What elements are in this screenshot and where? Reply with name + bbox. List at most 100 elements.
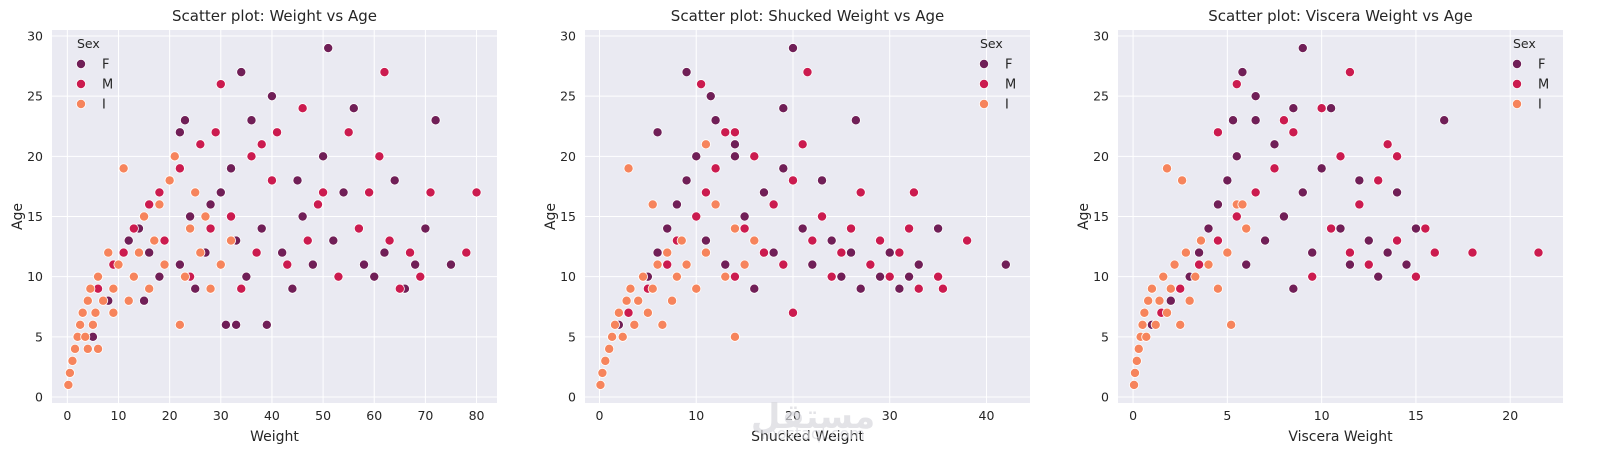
x-tick-label: 20 <box>1502 408 1518 423</box>
data-point-I <box>118 163 129 174</box>
data-point-I <box>700 139 711 150</box>
data-point-I <box>729 223 740 234</box>
data-point-F <box>154 271 165 282</box>
data-point-F <box>1392 187 1403 198</box>
x-tick-label: 0 <box>63 408 71 423</box>
data-point-I <box>154 199 165 210</box>
x-tick-label: 5 <box>1223 408 1231 423</box>
data-point-M <box>1326 223 1337 234</box>
data-point-M <box>802 67 813 78</box>
y-tick-label: 10 <box>1093 269 1109 284</box>
data-point-I <box>1226 319 1237 330</box>
data-point-M <box>787 307 798 318</box>
data-point-F <box>205 199 216 210</box>
data-point-I <box>1162 307 1173 318</box>
data-point-M <box>384 235 395 246</box>
data-point-I <box>749 235 760 246</box>
watermark-url: mostaql.com <box>761 424 865 443</box>
data-point-I <box>159 259 170 270</box>
y-axis-label: Age <box>10 203 26 230</box>
data-point-M <box>128 223 139 234</box>
data-point-F <box>1228 115 1239 126</box>
watermark: مستقل mostaql.com <box>738 400 888 442</box>
x-tick-label: 0 <box>1129 408 1137 423</box>
data-point-I <box>1180 247 1191 258</box>
data-point-F <box>850 115 861 126</box>
data-point-I <box>93 343 104 354</box>
data-point-I <box>185 223 196 234</box>
data-point-I <box>1139 307 1150 318</box>
data-point-I <box>174 319 185 330</box>
legend-marker-F <box>76 59 87 70</box>
data-point-F <box>729 139 740 150</box>
data-point-I <box>67 355 78 366</box>
series-M <box>77 67 482 318</box>
data-point-F <box>1260 235 1271 246</box>
data-point-I <box>1222 247 1233 258</box>
data-point-M <box>333 271 344 282</box>
data-point-F <box>359 259 370 270</box>
data-point-M <box>256 139 267 150</box>
data-point-M <box>1250 187 1261 198</box>
watermark-text: مستقل <box>750 397 876 437</box>
x-tick-label: 15 <box>1408 408 1424 423</box>
data-point-F <box>123 235 134 246</box>
x-tick-label: 10 <box>111 408 127 423</box>
data-point-F <box>1307 247 1318 258</box>
data-point-M <box>394 283 405 294</box>
data-point-F <box>652 127 663 138</box>
data-point-I <box>226 235 237 246</box>
legend-title: Sex <box>980 36 1003 51</box>
data-point-F <box>144 247 155 258</box>
data-point-I <box>70 343 81 354</box>
data-point-I <box>139 211 150 222</box>
data-point-M <box>1231 79 1242 90</box>
data-point-M <box>1269 163 1280 174</box>
legend-marker-I <box>1512 99 1523 110</box>
data-point-I <box>164 175 175 186</box>
data-point-F <box>1237 67 1248 78</box>
data-point-I <box>1143 295 1154 306</box>
scatter-panel-3: 0 5 10 15 20 0 5 10 15 20 25 30 Scatter plot: Viscer… <box>1076 7 1563 445</box>
data-point-F <box>817 175 828 186</box>
data-point-I <box>1203 259 1214 270</box>
data-point-I <box>652 259 663 270</box>
data-point-I <box>215 259 226 270</box>
data-point-F <box>681 175 692 186</box>
x-axis-label: Viscera Weight <box>1288 429 1393 445</box>
data-point-I <box>1241 223 1252 234</box>
data-point-F <box>410 259 421 270</box>
y-tick-label: 25 <box>27 89 43 104</box>
data-point-M <box>729 127 740 138</box>
legend-label-M: M <box>1538 78 1549 93</box>
data-point-F <box>846 247 857 258</box>
data-point-I <box>667 295 678 306</box>
y-axis-label: Age <box>1076 203 1092 230</box>
series-I <box>595 139 760 390</box>
data-point-I <box>1184 295 1195 306</box>
data-point-M <box>836 247 847 258</box>
data-point-M <box>662 259 673 270</box>
y-tick-label: 20 <box>560 149 576 164</box>
data-point-M <box>937 283 948 294</box>
scatter-panel-1: 0 10 20 30 40 50 60 70 80 0 5 10 15 20 25 30 Scatter plo… <box>10 7 497 445</box>
data-point-F <box>236 67 247 78</box>
data-point-M <box>1175 283 1186 294</box>
data-point-M <box>195 139 206 150</box>
data-point-F <box>266 91 277 102</box>
data-point-M <box>855 187 866 198</box>
data-point-F <box>904 271 915 282</box>
data-point-F <box>739 211 750 222</box>
data-point-M <box>1533 247 1544 258</box>
data-point-M <box>174 163 185 174</box>
data-point-F <box>323 43 334 54</box>
data-point-I <box>80 331 91 342</box>
legend-marker-I <box>76 99 87 110</box>
data-point-I <box>179 271 190 282</box>
data-point-I <box>195 247 206 258</box>
data-point-F <box>700 235 711 246</box>
data-point-M <box>729 271 740 282</box>
legend-marker-M <box>979 79 990 90</box>
data-point-I <box>1169 259 1180 270</box>
